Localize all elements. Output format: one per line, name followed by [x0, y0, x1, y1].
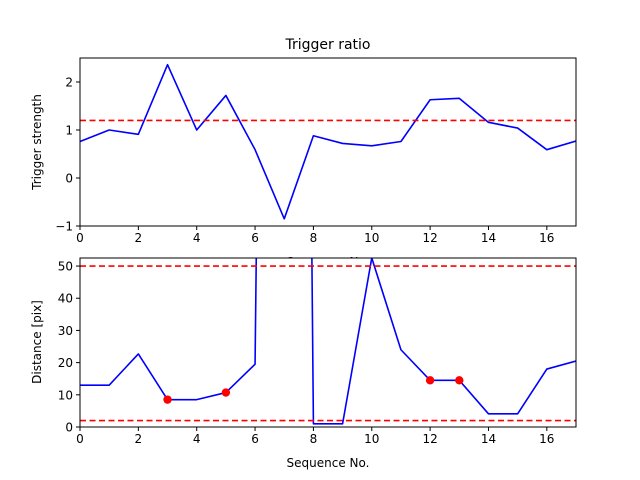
bottom-y-tick-label: 20: [58, 356, 73, 370]
bottom-point-marker: [425, 376, 435, 385]
top-y-tick-label: 2: [65, 76, 73, 90]
top-series-line: [80, 63, 576, 220]
bottom-y-tick-label: 40: [58, 292, 73, 306]
bottom-axes-background: [80, 258, 576, 427]
bottom-x-tick-label: 16: [539, 432, 554, 446]
bottom-y-ticks: 0 10 20 30 40 50: [58, 260, 80, 435]
bottom-axes-frame: [79, 257, 577, 428]
bottom-x-tick-label: 12: [422, 432, 437, 446]
bottom-subplot: 0 2 4 6 8 10 12 14 16 0 10 20 30 40 50 Sequence No. D…: [30, 257, 577, 470]
bottom-point-marker: [221, 388, 231, 397]
bottom-x-tick-label: 4: [193, 432, 201, 446]
bottom-x-tick-label: 6: [251, 432, 259, 446]
bottom-x-tick-label: 2: [135, 432, 143, 446]
top-y-tick-label: 0: [65, 172, 73, 186]
bottom-y-tick-label: 50: [58, 260, 73, 274]
bottom-x-tick-label: 14: [481, 432, 496, 446]
top-x-ticks: 0 2 4 6 8 10 12 14 16: [76, 226, 554, 245]
bottom-x-tick-label: 0: [76, 432, 84, 446]
top-x-tick-label: 6: [251, 231, 259, 245]
top-y-tick-label: 1: [65, 124, 73, 138]
bottom-y-tick-label: 10: [58, 388, 73, 402]
top-y-ticks: −1 0 1 2: [55, 76, 80, 234]
top-y-axis-label: Trigger strength: [30, 94, 44, 191]
top-chart-title: Trigger ratio: [284, 37, 370, 53]
bottom-x-axis-label: Sequence No.: [287, 456, 370, 470]
bottom-x-tick-label: 8: [310, 432, 318, 446]
top-x-tick-label: 14: [481, 231, 496, 245]
top-x-tick-label: 4: [193, 231, 201, 245]
top-x-tick-label: 0: [76, 231, 84, 245]
bottom-y-tick-label: 30: [58, 324, 73, 338]
top-x-tick-label: 2: [135, 231, 143, 245]
top-axes-frame: [79, 57, 577, 227]
bottom-point-marker: [163, 395, 172, 404]
top-x-tick-label: 16: [539, 231, 554, 245]
top-plot-content: [80, 63, 576, 220]
bottom-y-axis-label: Distance [pix]: [30, 300, 44, 384]
top-x-tick-label: 10: [364, 231, 379, 245]
top-x-tick-label: 8: [310, 231, 318, 245]
top-y-tick-label: −1: [55, 220, 73, 234]
top-x-tick-label: 12: [422, 231, 437, 245]
bottom-point-marker: [455, 376, 464, 385]
bottom-plot-content: [80, 258, 576, 425]
bottom-y-tick-label: 0: [65, 421, 73, 435]
bottom-x-ticks: 0 2 4 6 8 10 12 14 16: [76, 427, 554, 446]
bottom-x-tick-label: 10: [364, 432, 379, 446]
